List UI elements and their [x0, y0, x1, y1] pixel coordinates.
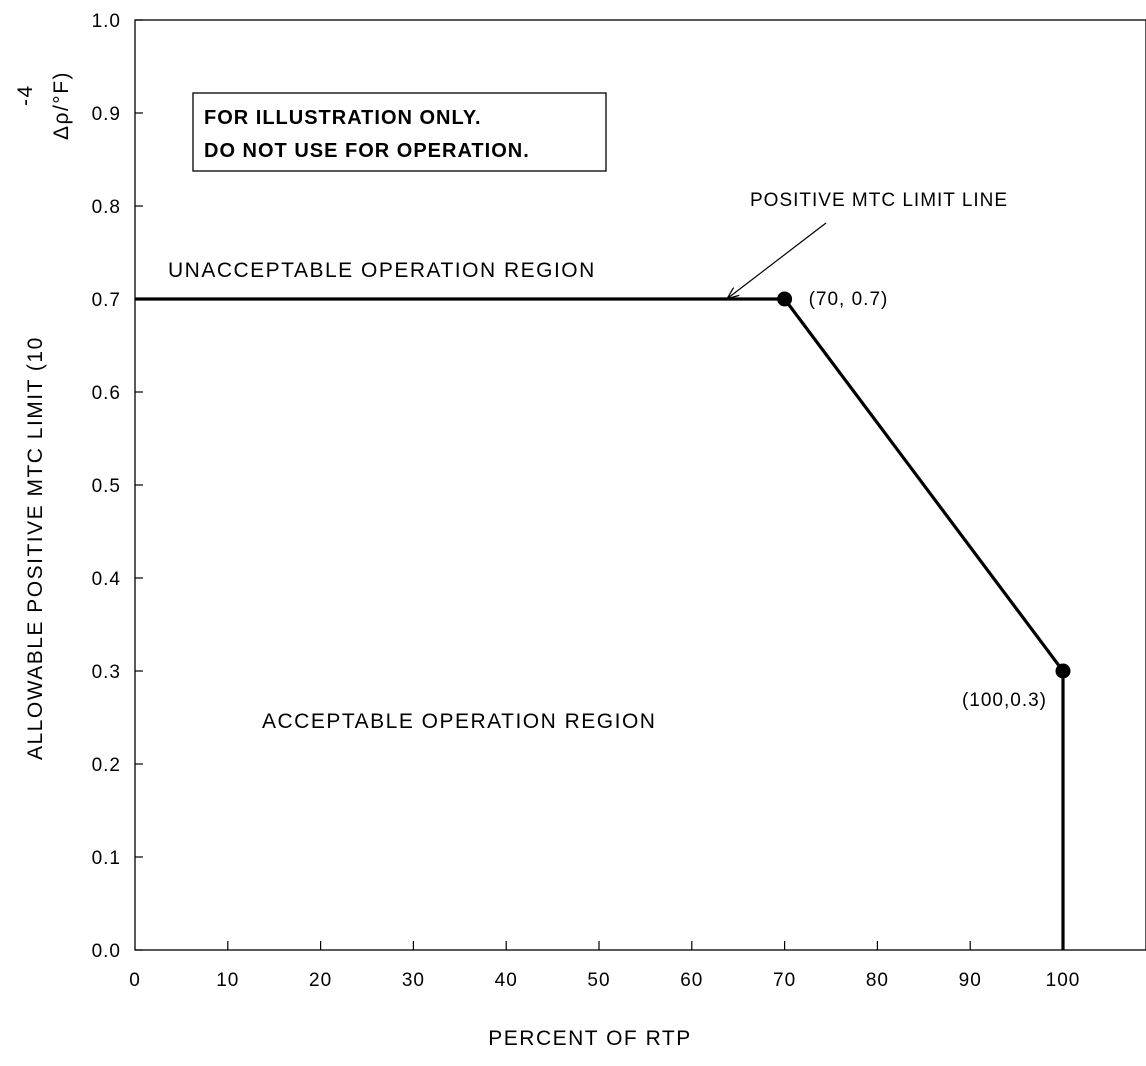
y-axis-unit: Δρ/°F) [50, 71, 73, 140]
positive-mtc-limit-line [135, 297, 1065, 950]
acceptable-region-label: ACCEPTABLE OPERATION REGION [262, 710, 656, 733]
x-axis-label: PERCENT OF RTP [488, 1027, 691, 1050]
data-point-markers: (70, 0.7) (100,0.3) [777, 289, 1071, 711]
x-tick-label: 30 [402, 970, 425, 991]
data-point-marker [1055, 663, 1071, 679]
notice-line-2: DO NOT USE FOR OPERATION. [204, 140, 530, 162]
notice-box [192, 92, 607, 172]
data-point-label: (100,0.3) [962, 690, 1047, 711]
y-tick-label: 0.0 [92, 941, 121, 962]
y-axis-exponent: -4 [14, 84, 37, 106]
y-tick-label: 0.9 [92, 104, 121, 125]
x-tick-label: 0 [129, 970, 141, 991]
x-tick-label: 90 [959, 970, 982, 991]
y-tick-label: 0.8 [92, 197, 121, 218]
y-tick-label: 0.4 [92, 569, 121, 590]
x-tick-label: 50 [587, 970, 610, 991]
x-axis-ticks: 0 10 20 30 40 50 60 70 80 90 100 [129, 941, 1081, 991]
x-tick-label: 40 [495, 970, 518, 991]
x-tick-label: 10 [216, 970, 239, 991]
limit-line-annotation: POSITIVE MTC LIMIT LINE [750, 190, 1008, 211]
y-tick-label: 0.2 [92, 755, 121, 776]
y-tick-label: 0.3 [92, 662, 121, 683]
y-axis-ticks: 0.0 0.1 0.2 0.3 0.4 0.5 0.6 0.7 0.8 0.9 1.0 [92, 11, 143, 962]
y-tick-label: 0.1 [92, 848, 121, 869]
y-tick-label: 0.5 [92, 476, 121, 497]
x-tick-label: 20 [309, 970, 332, 991]
data-point-label: (70, 0.7) [809, 289, 889, 310]
unacceptable-region-label: UNACCEPTABLE OPERATION REGION [168, 259, 596, 282]
x-tick-label: 60 [680, 970, 703, 991]
y-axis-label: ALLOWABLE POSITIVE MTC LIMIT (10 [24, 336, 47, 760]
x-tick-label: 70 [773, 970, 796, 991]
y-tick-label: 0.7 [92, 290, 121, 311]
x-tick-label: 100 [1046, 970, 1081, 991]
data-point-marker [777, 291, 793, 307]
notice-line-1: FOR ILLUSTRATION ONLY. [204, 107, 482, 129]
y-axis-title: ALLOWABLE POSITIVE MTC LIMIT (10 -4 Δρ/°… [14, 71, 73, 760]
y-tick-label: 0.6 [92, 383, 121, 404]
y-tick-label: 1.0 [92, 11, 121, 32]
x-tick-label: 80 [866, 970, 889, 991]
limit-line-arrow [728, 222, 827, 298]
